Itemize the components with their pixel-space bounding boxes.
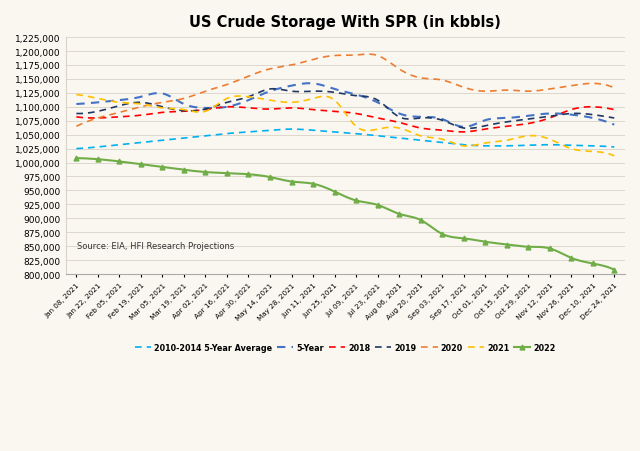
2020 (562, 85, 570, 90)
Line: 2020: 2020 (76, 55, 614, 127)
2020 (404, 72, 412, 77)
2019 (611, 116, 618, 121)
Line: 2019: 2019 (76, 90, 614, 129)
2010-2014 5-Year Average (611, 145, 618, 150)
2010-2014 5-Year Average (74, 147, 82, 152)
5-Year (611, 123, 618, 128)
2021 (74, 93, 82, 98)
Legend: 2010-2014 5-Year Average, 5-Year, 2018, 2019, 2020, 2021, 2022: 2010-2014 5-Year Average, 5-Year, 2018, … (131, 340, 559, 355)
2018 (227, 105, 235, 110)
2019 (74, 111, 82, 117)
2019 (529, 116, 537, 122)
Line: 2021: 2021 (76, 95, 614, 156)
2019 (393, 113, 401, 119)
2021 (611, 154, 618, 159)
Line: 5-Year: 5-Year (76, 84, 614, 128)
2020 (527, 89, 535, 95)
Line: 2018: 2018 (76, 107, 614, 133)
2018 (74, 115, 82, 120)
2021 (402, 128, 410, 133)
Line: 2010-2014 5-Year Average: 2010-2014 5-Year Average (76, 130, 614, 149)
2021 (526, 133, 534, 139)
5-Year (529, 113, 537, 119)
2021 (72, 92, 80, 98)
2010-2014 5-Year Average (562, 143, 570, 148)
5-Year (72, 102, 80, 107)
5-Year (393, 110, 401, 116)
2019 (404, 117, 412, 122)
5-Year (74, 102, 82, 107)
2020 (611, 86, 618, 92)
2019 (72, 111, 80, 117)
5-Year (305, 81, 312, 87)
2010-2014 5-Year Average (527, 143, 535, 148)
2019 (465, 126, 472, 132)
2021 (393, 125, 401, 131)
2019 (271, 87, 278, 92)
2010-2014 5-Year Average (289, 127, 296, 133)
2018 (72, 115, 80, 120)
2020 (393, 65, 401, 71)
2018 (460, 130, 467, 135)
2010-2014 5-Year Average (404, 137, 412, 142)
2018 (529, 120, 537, 126)
2021 (560, 144, 568, 149)
2010-2014 5-Year Average (72, 147, 80, 152)
2019 (564, 112, 572, 117)
2021 (391, 125, 399, 131)
5-Year (394, 111, 402, 117)
2018 (564, 109, 572, 114)
2020 (72, 124, 80, 130)
2018 (394, 120, 402, 126)
5-Year (564, 112, 572, 118)
2020 (74, 124, 82, 129)
2019 (394, 115, 402, 120)
2010-2014 5-Year Average (393, 136, 401, 141)
2018 (611, 108, 618, 113)
2020 (364, 52, 372, 58)
5-Year (404, 114, 412, 119)
2010-2014 5-Year Average (394, 136, 402, 141)
Text: Source: EIA, HFI Research Projections: Source: EIA, HFI Research Projections (77, 242, 234, 251)
2018 (404, 123, 412, 128)
2018 (393, 120, 401, 125)
5-Year (461, 125, 468, 130)
2020 (394, 67, 402, 72)
Title: US Crude Storage With SPR (in kbbls): US Crude Storage With SPR (in kbbls) (189, 15, 501, 30)
